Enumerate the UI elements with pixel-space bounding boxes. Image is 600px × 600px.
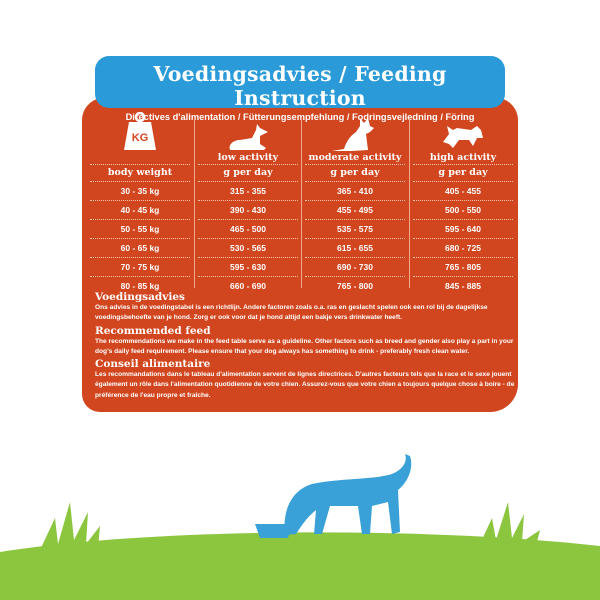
table-cell: 595 - 630 bbox=[198, 258, 298, 277]
table-cell: 30 - 35 kg bbox=[90, 182, 190, 201]
advice-text-en: The recommendations we make in the feed … bbox=[95, 337, 514, 355]
column-divider bbox=[301, 118, 302, 288]
page-title: Voedingsadvies / Feeding Instruction bbox=[153, 62, 447, 110]
advice-title-nl: Voedingsadvies bbox=[95, 291, 185, 303]
food-bowl bbox=[255, 524, 292, 538]
table-cell: 465 - 500 bbox=[198, 220, 298, 239]
sitting-dog-icon bbox=[305, 112, 405, 152]
table-cell: 40 - 45 kg bbox=[90, 201, 190, 220]
dog-eating-illustration bbox=[255, 454, 412, 538]
advice-section: Voedingsadvies Ons advies in de voedings… bbox=[95, 291, 515, 402]
column-subheader: g per day bbox=[305, 164, 405, 182]
title-banner: Voedingsadvies / Feeding Instruction Dir… bbox=[95, 56, 505, 122]
grass-tufts bbox=[40, 502, 540, 550]
lying-dog-icon bbox=[198, 112, 298, 152]
table-cell: 405 - 455 bbox=[413, 182, 513, 201]
column-moderate-activity: moderate activity g per day 365 - 410 455… bbox=[305, 112, 405, 295]
column-header: low activity bbox=[217, 152, 279, 163]
table-cell: 60 - 65 kg bbox=[90, 239, 190, 258]
table-cell: 390 - 430 bbox=[198, 201, 298, 220]
table-cell: 680 - 725 bbox=[413, 239, 513, 258]
column-low-activity: low activity g per day 315 - 355 390 - 43… bbox=[198, 112, 298, 295]
table-cell: 455 - 495 bbox=[305, 201, 405, 220]
page-subtitle: Directives d'alimentation / Fütterungsem… bbox=[125, 112, 475, 122]
advice-text-fr: Les recommandations dans le tableau d'al… bbox=[95, 371, 515, 399]
running-dog-icon bbox=[413, 112, 513, 152]
grass-hill bbox=[0, 532, 600, 600]
table-cell: 70 - 75 kg bbox=[90, 258, 190, 277]
table-cell: 765 - 805 bbox=[413, 258, 513, 277]
table-cell: 535 - 575 bbox=[305, 220, 405, 239]
advice-title-en: Recommended feed bbox=[95, 324, 211, 337]
advice-title-fr: Conseil alimentaire bbox=[95, 358, 211, 371]
table-cell: 500 - 550 bbox=[413, 201, 513, 220]
table-cell: 765 - 800 bbox=[337, 281, 373, 291]
weight-kg-icon: KG bbox=[90, 112, 190, 152]
column-header: moderate activity bbox=[308, 152, 402, 163]
svg-text:KG: KG bbox=[132, 132, 149, 144]
table-cell: 690 - 730 bbox=[305, 258, 405, 277]
table-cell: 615 - 655 bbox=[305, 239, 405, 258]
column-body-weight: KG body weight 30 - 35 kg 40 - 45 kg 50 - … bbox=[90, 112, 190, 295]
grass-scene bbox=[0, 454, 600, 600]
column-high-activity: high activity g per day 405 - 455 500 - 5… bbox=[413, 112, 513, 295]
column-divider bbox=[194, 118, 195, 288]
table-cell: 50 - 55 kg bbox=[90, 220, 190, 239]
table-cell: 845 - 885 bbox=[445, 281, 481, 291]
column-subheader: body weight bbox=[90, 164, 190, 182]
table-cell: 365 - 410 bbox=[305, 182, 405, 201]
feeding-panel bbox=[82, 98, 518, 412]
table-cell: 530 - 565 bbox=[198, 239, 298, 258]
column-header: high activity bbox=[429, 152, 497, 163]
column-divider bbox=[409, 118, 410, 288]
advice-text-nl: Ons advies in de voedingstabel is een ri… bbox=[95, 304, 488, 322]
table-cell: 315 - 355 bbox=[198, 182, 298, 201]
table-cell: 595 - 640 bbox=[413, 220, 513, 239]
table-cell: 80 - 85 kg bbox=[120, 281, 160, 291]
column-subheader: g per day bbox=[413, 164, 513, 182]
column-subheader: g per day bbox=[198, 164, 298, 182]
table-cell: 660 - 690 bbox=[230, 281, 266, 291]
